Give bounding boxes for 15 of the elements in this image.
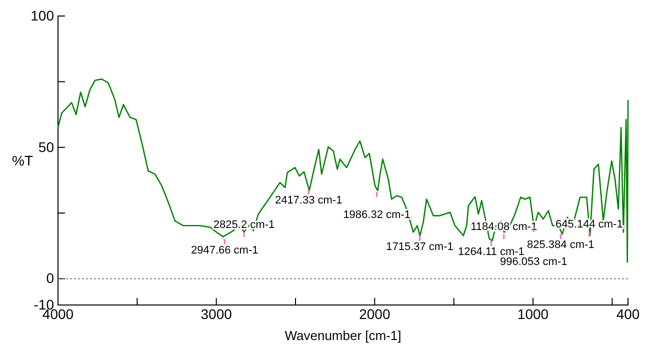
x-axis-title: Wavenumber [cm-1] [284, 328, 402, 343]
y-tick-label: 100 [30, 7, 54, 24]
annotation: 825.384 cm-1 [527, 239, 594, 252]
x-tick-label: 3000 [200, 306, 232, 322]
annotation: 1264.11 cm-1 [458, 246, 524, 258]
annotation: 996.053 cm-1 [500, 256, 568, 268]
y-tick-label: 0 [46, 270, 54, 286]
x-tick-label: 2000 [359, 306, 390, 322]
y-tick-label: 50 [38, 138, 54, 155]
x-tick-label: 1000 [517, 306, 549, 322]
annotation: 2947.66 cm-1 [190, 244, 258, 256]
annotation: 2417.33 cm-1 [274, 194, 342, 206]
annotation: 1715.37 cm-1 [386, 240, 454, 253]
x-tick-label: 400 [616, 306, 640, 322]
y-axis-title: %T [12, 152, 34, 168]
